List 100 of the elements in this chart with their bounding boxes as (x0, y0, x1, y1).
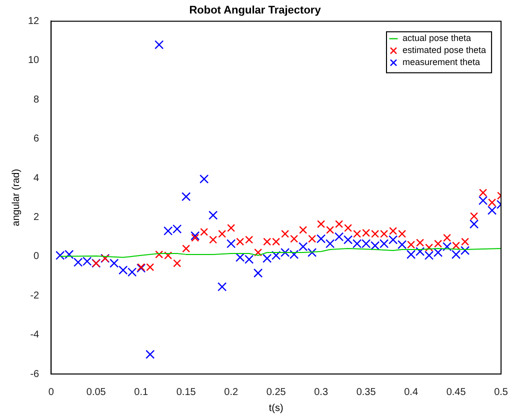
point (218, 282, 227, 292)
point (74, 258, 83, 267)
x-tick-label: 0.2 (224, 386, 238, 398)
y-tick-label: 0 (34, 251, 40, 262)
point (290, 234, 298, 243)
point (416, 238, 424, 247)
point (380, 239, 389, 248)
point (254, 268, 263, 278)
x-tick-label: 0.5 (494, 386, 508, 398)
point (308, 248, 317, 258)
legend-label: actual pose theta (402, 33, 472, 44)
point (317, 220, 326, 228)
point (182, 192, 191, 202)
point (272, 238, 280, 246)
point (442, 242, 452, 252)
point (326, 239, 335, 248)
point (451, 250, 461, 259)
point (344, 224, 352, 232)
point (190, 231, 200, 240)
y-tick-label: -4 (30, 330, 40, 341)
point (460, 246, 470, 256)
point (452, 242, 460, 250)
x-tick-label: 0.35 (356, 386, 376, 398)
point (56, 250, 65, 260)
point (434, 240, 442, 248)
point (164, 251, 172, 260)
y-tick-label: 8 (34, 94, 40, 106)
legend-label: measurement theta (402, 57, 480, 68)
point (200, 174, 209, 184)
point (263, 238, 272, 246)
point (425, 244, 434, 252)
x-axis-title: t(s) (268, 402, 284, 414)
point (416, 246, 425, 256)
y-tick-label: 6 (34, 134, 40, 145)
point (209, 236, 218, 244)
point (281, 230, 290, 238)
point (82, 256, 92, 266)
point (146, 350, 155, 359)
x-tick-label: 0.3 (314, 386, 328, 398)
point (308, 234, 316, 243)
point (389, 226, 398, 235)
legend-label: estimated pose theta (402, 45, 486, 56)
chart-title: Robot Angular Trajectory (189, 4, 322, 17)
y-tick-label: 12 (28, 16, 40, 27)
point (370, 241, 380, 250)
point (280, 248, 290, 258)
point (478, 196, 488, 206)
point (488, 198, 496, 206)
point (388, 235, 398, 244)
point (398, 240, 407, 250)
x-tick-label: 0.25 (266, 386, 286, 398)
point (335, 220, 344, 228)
point (371, 230, 380, 238)
y-tick-label: 2 (34, 212, 40, 223)
point (208, 210, 218, 220)
point (299, 226, 308, 234)
point (218, 230, 226, 238)
point (443, 234, 452, 242)
point (254, 248, 262, 256)
point (227, 224, 236, 232)
point (424, 250, 434, 260)
point (200, 228, 208, 236)
point (380, 230, 388, 238)
point (182, 244, 190, 253)
point (362, 239, 371, 248)
x-tick-label: 0 (48, 386, 54, 398)
y-tick-label: -6 (30, 368, 40, 380)
point (236, 238, 244, 246)
point (298, 242, 308, 252)
y-axis-title: angular (rad) (10, 168, 22, 226)
point (470, 212, 478, 220)
point (172, 224, 182, 234)
point (352, 239, 362, 248)
point (344, 235, 353, 244)
point (398, 230, 406, 238)
point (173, 259, 182, 268)
point (487, 206, 497, 215)
x-tick-label: 0.45 (446, 386, 466, 398)
y-tick-label: 4 (34, 172, 40, 184)
y-tick-label: -2 (30, 290, 40, 302)
x-tick-label: 0.4 (404, 386, 418, 398)
point (128, 268, 137, 277)
point (191, 234, 200, 242)
point (334, 232, 344, 242)
point (469, 220, 479, 229)
point (316, 234, 326, 244)
point (479, 188, 488, 197)
point (244, 254, 254, 264)
point (407, 240, 416, 249)
y-tick-label: 10 (28, 55, 40, 66)
point (406, 250, 416, 259)
point (461, 238, 470, 246)
point (434, 248, 443, 258)
x-tick-label: 0.1 (134, 386, 148, 398)
point (262, 254, 272, 263)
point (154, 40, 164, 50)
x-tick-label: 0.15 (176, 386, 196, 398)
point (326, 226, 334, 234)
point (164, 226, 173, 236)
point (110, 258, 119, 268)
